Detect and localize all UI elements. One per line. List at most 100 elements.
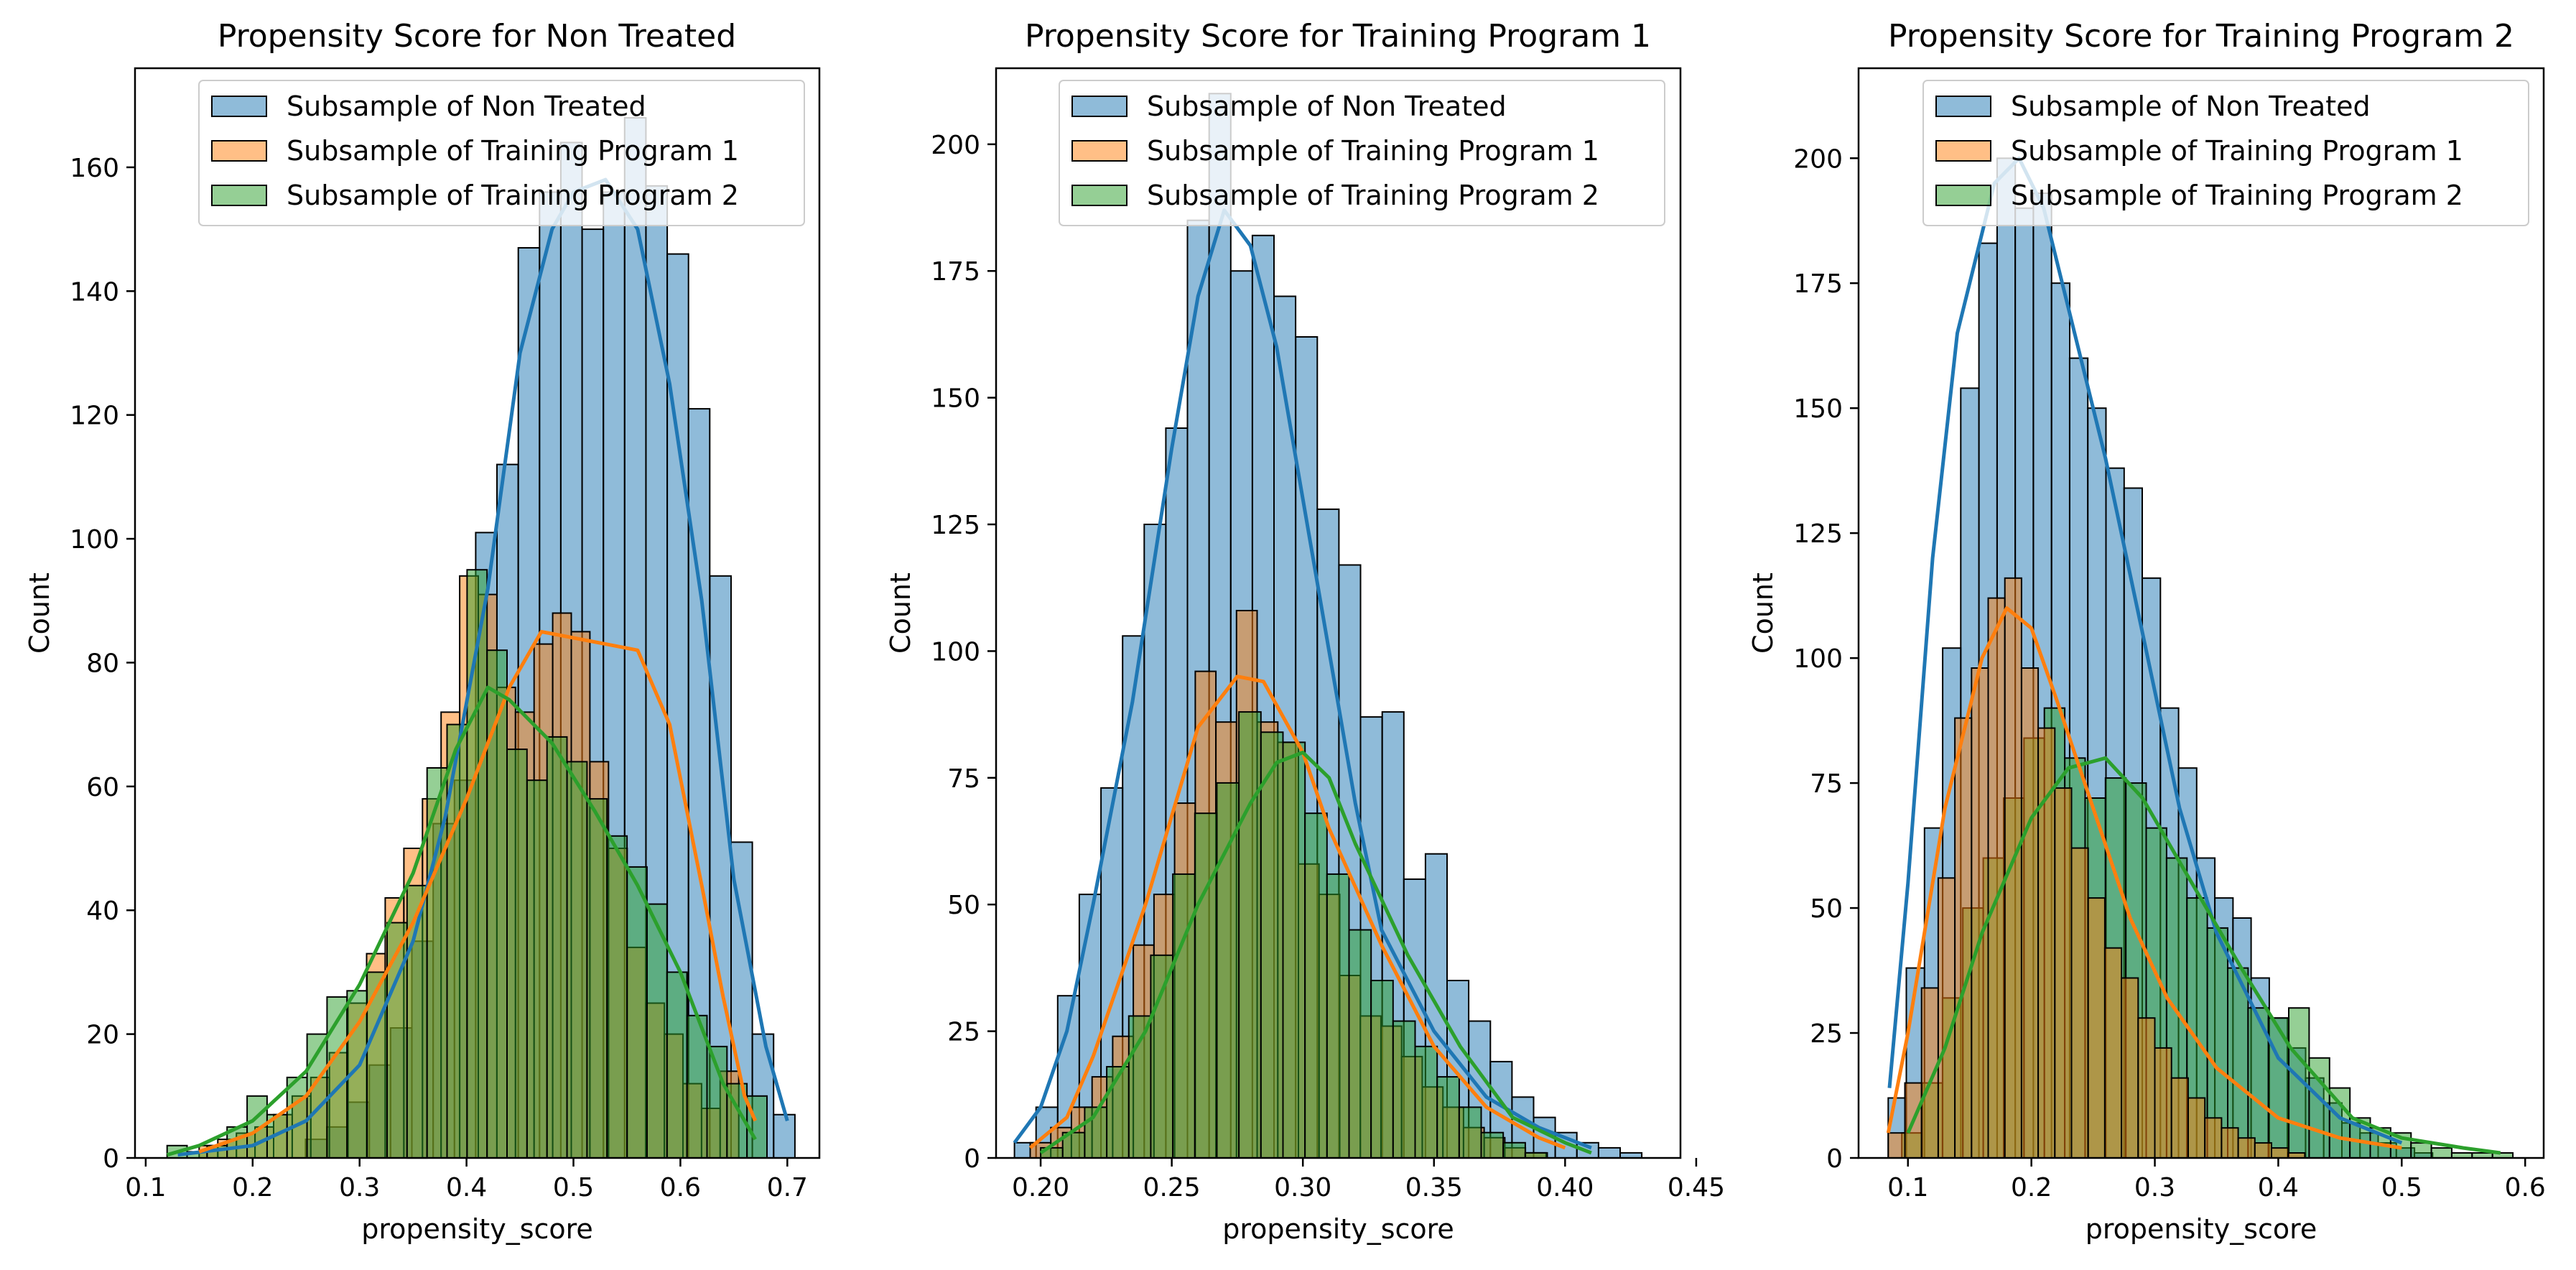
y-axis-label: Count: [885, 573, 916, 654]
histogram-bar: [1436, 1076, 1460, 1159]
legend-label: Subsample of Training Program 1: [2011, 135, 2463, 167]
x-tick-label: 0.40: [1536, 1173, 1594, 1202]
histogram-bar: [1480, 1131, 1505, 1159]
histogram-bar: [686, 1014, 708, 1159]
legend: Subsample of Non Treated Subsample of Tr…: [198, 80, 805, 226]
histogram-bar: [2328, 1087, 2351, 1159]
x-tick-label: 0.7: [767, 1173, 808, 1202]
histogram-bar: [1887, 1132, 1906, 1159]
histogram-bar: [2227, 967, 2249, 1159]
x-tick-label: 0.2: [232, 1173, 273, 1202]
y-tick-label: 120: [70, 402, 119, 431]
y-tick-label: 100: [70, 525, 119, 555]
y-tick-label: 100: [931, 637, 980, 667]
x-tick-label: 0.1: [125, 1173, 166, 1202]
histogram-bar: [1597, 1146, 1621, 1159]
y-tick-label: 20: [86, 1021, 119, 1050]
histogram-bar: [2054, 787, 2073, 1159]
axes-frame: [1857, 67, 2545, 1159]
x-tick-label: 0.20: [1012, 1173, 1069, 1202]
y-tick-label: 150: [931, 384, 980, 414]
kde-line: [198, 629, 757, 1154]
x-tick-label: 0.3: [2134, 1173, 2175, 1202]
panel-non-treated: Propensity Score for Non Treated propens…: [24, 18, 821, 1245]
histogram-bar: [1326, 873, 1350, 1159]
legend-frame: [1059, 80, 1665, 226]
legend-label: Subsample of Training Program 1: [1147, 135, 1599, 167]
y-tick-label: 75: [1810, 769, 1843, 799]
y-tick-label: 150: [1793, 394, 1843, 424]
histogram-bar: [2187, 1097, 2206, 1159]
x-tick-label: 0.3: [339, 1173, 380, 1202]
y-tick-label: 0: [964, 1144, 980, 1174]
histogram-bar: [1370, 980, 1394, 1159]
histogram-bar: [2137, 1017, 2156, 1159]
y-tick-label: 75: [947, 764, 980, 794]
histogram-bar: [1502, 1141, 1526, 1159]
legend-entry-training-program-1: Subsample of Training Program 1: [211, 135, 739, 167]
legend-swatch: [211, 185, 267, 206]
legend-swatch: [1071, 140, 1127, 162]
x-tick-label: 0.6: [660, 1173, 701, 1202]
y-tick-label: 50: [947, 891, 980, 920]
x-tick-label: 0.35: [1405, 1173, 1463, 1202]
series-subsample-of-training-program-1: [1887, 577, 2306, 1159]
legend-label: Subsample of Training Program 2: [2011, 180, 2463, 211]
legend-swatch: [1071, 96, 1127, 117]
panel-training-program-2: Propensity Score for Training Program 2 …: [1747, 18, 2546, 1245]
histogram-bar: [466, 569, 488, 1159]
legend-swatch: [1071, 185, 1127, 206]
x-axis-label: propensity_score: [1222, 1213, 1454, 1245]
histogram-bar: [286, 1076, 308, 1159]
legend: Subsample of Non Treated Subsample of Tr…: [1059, 80, 1665, 226]
histogram-bar: [1987, 597, 2006, 1159]
kde-line: [1886, 606, 2402, 1150]
y-tick-label: 0: [103, 1144, 119, 1174]
histogram-bar: [1954, 717, 1973, 1159]
y-tick-label: 140: [70, 277, 119, 307]
series-subsample-of-training-program-2: [166, 569, 768, 1159]
x-axis-label: propensity_score: [2086, 1213, 2317, 1245]
legend-entry-non-treated: Subsample of Non Treated: [1935, 91, 2371, 122]
histogram-bar: [2087, 897, 2106, 1159]
histogram-bar: [2154, 1047, 2172, 1159]
kde-line: [1028, 675, 1566, 1150]
y-tick-label: 125: [931, 511, 980, 540]
x-tick-label: 0.1: [1887, 1173, 1928, 1202]
y-tick-label: 25: [1810, 1019, 1843, 1049]
histogram-bar: [2271, 1147, 2289, 1159]
legend-swatch: [1935, 140, 1991, 162]
legend-entry-training-program-2: Subsample of Training Program 2: [1071, 180, 1599, 211]
y-tick-label: 175: [931, 257, 980, 287]
legend-entry-training-program-2: Subsample of Training Program 2: [1935, 180, 2463, 211]
x-tick-label: 0.5: [553, 1173, 594, 1202]
panel-title: Propensity Score for Training Program 2: [1888, 18, 2514, 55]
histogram-bar: [1392, 1020, 1416, 1159]
histogram-bar: [2121, 977, 2139, 1159]
legend-label: Subsample of Training Program 2: [1147, 180, 1599, 211]
histogram-bar: [2070, 847, 2089, 1159]
histogram-bar: [586, 798, 608, 1159]
histogram-bar: [2247, 1007, 2269, 1159]
x-tick-label: 0.45: [1668, 1173, 1725, 1202]
legend-label: Subsample of Training Program 1: [287, 135, 739, 167]
x-tick-label: 0.5: [2381, 1173, 2422, 1202]
legend-entry-non-treated: Subsample of Non Treated: [1071, 91, 1507, 122]
histogram-bar: [1971, 667, 1989, 1159]
x-tick-label: 0.4: [2258, 1173, 2299, 1202]
histogram-bar: [486, 649, 508, 1159]
legend: Subsample of Non Treated Subsample of Tr…: [1922, 80, 2529, 226]
histogram-bar: [2237, 1137, 2256, 1159]
y-tick-label: 0: [1826, 1144, 1843, 1174]
y-tick-label: 40: [86, 896, 119, 926]
histogram-bar: [626, 866, 648, 1159]
histogram-bar: [1260, 731, 1284, 1159]
kde-line: [167, 685, 757, 1157]
panel-title: Propensity Score for Non Treated: [218, 18, 736, 55]
histogram-bar: [1194, 812, 1218, 1159]
histogram-bar: [1150, 954, 1174, 1159]
x-axis-label: propensity_score: [361, 1213, 593, 1245]
x-tick-label: 0.30: [1274, 1173, 1331, 1202]
histogram-bar: [546, 736, 568, 1159]
